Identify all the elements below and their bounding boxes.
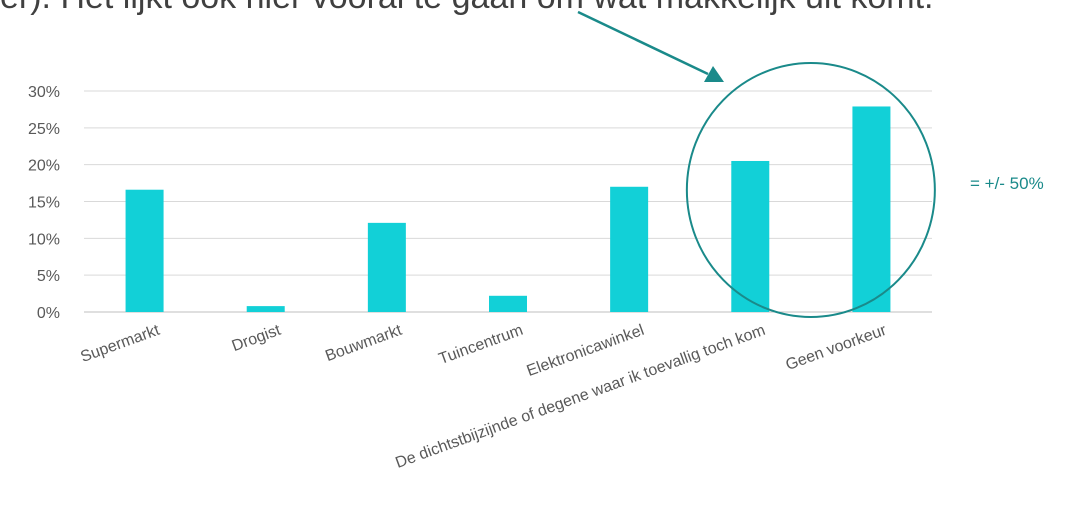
bar — [731, 160, 770, 312]
highlight-circle — [685, 62, 936, 318]
category-label: Geen voorkeur — [784, 322, 890, 374]
y-tick-label: 30% — [28, 84, 60, 101]
category-label: Supermarkt — [78, 322, 162, 366]
category-label: Drogist — [230, 322, 284, 355]
bar — [367, 222, 406, 312]
y-tick-label: 5% — [37, 268, 60, 285]
bar — [610, 186, 649, 312]
y-tick-label: 10% — [28, 231, 60, 248]
bar — [125, 189, 164, 312]
y-tick-label: 20% — [28, 158, 60, 175]
category-label: Tuincentrum — [437, 322, 526, 368]
arrow-line — [577, 10, 709, 76]
category-label: Bouwmarkt — [323, 322, 405, 366]
y-tick-label: 25% — [28, 121, 60, 138]
annotation-label: = +/- 50% — [970, 174, 1044, 193]
headline-text: er). Het lijkt ook hier vooral te gaan o… — [0, 0, 1084, 17]
y-tick-label: 0% — [37, 305, 60, 322]
bar — [852, 106, 891, 312]
bar — [246, 306, 285, 312]
y-tick-label: 15% — [28, 195, 60, 212]
bar — [489, 295, 527, 312]
arrow-head — [704, 66, 724, 82]
